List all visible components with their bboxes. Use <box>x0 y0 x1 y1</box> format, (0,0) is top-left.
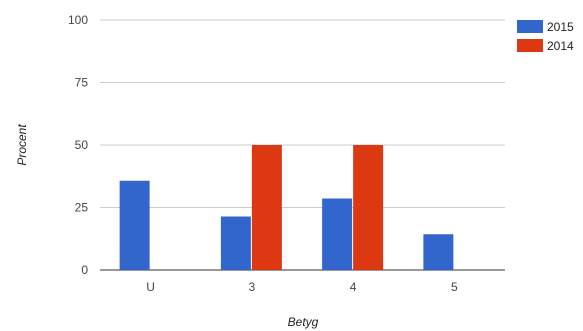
y-tick-label: 25 <box>75 201 89 215</box>
y-axis-title: Procent <box>15 124 29 166</box>
bar-2015-U <box>119 180 150 270</box>
y-tick-label: 75 <box>75 76 89 90</box>
legend: 2015 2014 <box>517 20 574 53</box>
legend-label: 2015 <box>547 20 574 34</box>
legend-swatch-2015 <box>517 20 543 33</box>
bars <box>119 145 454 270</box>
legend-label: 2014 <box>547 39 574 53</box>
bar-2015-4 <box>322 198 353 270</box>
gridlines <box>100 19 505 271</box>
bar-2015-5 <box>423 234 454 270</box>
x-tick-label: U <box>146 280 155 294</box>
y-tick-label: 100 <box>68 13 88 27</box>
bar-2014-4 <box>353 145 384 270</box>
x-axis-title: Betyg <box>288 315 319 329</box>
y-tick-labels: 0 25 50 75 100 <box>68 13 88 277</box>
x-tick-labels: U 3 4 5 <box>146 280 458 294</box>
y-tick-label: 50 <box>75 138 89 152</box>
y-tick-label: 0 <box>81 263 88 277</box>
bar-2015-3 <box>220 216 251 270</box>
bar-2014-3 <box>251 145 282 270</box>
x-tick-label: 3 <box>249 280 256 294</box>
x-tick-label: 5 <box>451 280 458 294</box>
x-tick-label: 4 <box>350 280 357 294</box>
legend-swatch-2014 <box>517 39 543 52</box>
